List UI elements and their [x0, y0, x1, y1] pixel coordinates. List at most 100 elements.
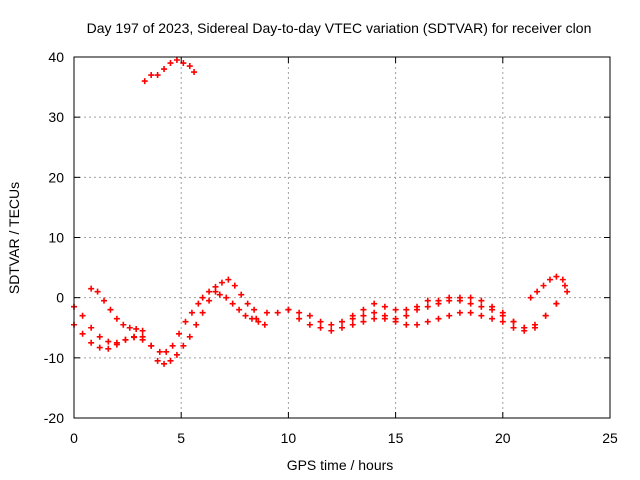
y-tick-label: -20: [44, 410, 64, 426]
data-point: [113, 341, 120, 348]
data-point: [186, 333, 193, 340]
data-point: [499, 318, 506, 325]
data-point: [141, 78, 148, 85]
y-tick-label: 10: [48, 230, 64, 246]
data-point: [435, 297, 442, 304]
chart-title: Day 197 of 2023, Sidereal Day-to-day VTE…: [87, 20, 592, 36]
data-point: [467, 309, 474, 316]
data-point: [339, 324, 345, 331]
data-point: [328, 321, 335, 328]
data-point: [88, 339, 95, 346]
data-point: [446, 294, 453, 301]
data-point: [148, 342, 155, 349]
data-point: [403, 306, 410, 313]
data-point: [122, 336, 129, 343]
x-tick-label: 15: [388, 430, 404, 446]
series-track-i: [216, 291, 268, 328]
data-point: [306, 312, 313, 319]
data-point: [139, 327, 146, 334]
data-point: [216, 291, 223, 298]
data-point: [161, 360, 168, 367]
data-point: [96, 344, 103, 351]
data-point: [223, 294, 230, 301]
data-point: [242, 312, 249, 319]
data-point: [531, 324, 538, 331]
data-point: [446, 312, 453, 319]
data-point: [527, 294, 534, 301]
data-point: [553, 273, 560, 280]
data-point: [255, 318, 262, 325]
series-track-h: [527, 273, 566, 301]
data-point: [317, 324, 324, 331]
data-point: [238, 291, 245, 298]
data-point: [478, 303, 485, 310]
x-axis-label: GPS time / hours: [287, 457, 394, 473]
data-point: [199, 309, 206, 316]
data-point: [489, 303, 496, 310]
data-point: [521, 324, 528, 331]
data-point: [467, 300, 474, 307]
x-tick-label: 5: [177, 430, 185, 446]
x-tick-labels: 0 5 10 15 20 25: [70, 430, 618, 446]
data-point: [79, 330, 86, 337]
data-point: [79, 312, 86, 319]
data-point: [163, 348, 170, 355]
data-point: [180, 60, 187, 67]
data-point: [414, 321, 421, 328]
data-point: [261, 321, 268, 328]
data-point: [424, 303, 431, 310]
series-track-e: [253, 288, 571, 331]
data-point: [206, 288, 213, 295]
data-point: [381, 315, 388, 322]
data-point: [392, 306, 399, 313]
data-point: [120, 321, 127, 328]
data-point: [244, 300, 251, 307]
y-tick-labels: -20 -10 0 10 20 30 40: [44, 49, 64, 426]
data-point: [107, 306, 114, 313]
data-point: [403, 321, 410, 328]
data-point: [182, 318, 189, 325]
data-point: [96, 333, 103, 340]
data-point: [381, 303, 388, 310]
data-point: [478, 297, 485, 304]
data-point: [456, 294, 463, 301]
y-tick-label: -10: [44, 350, 64, 366]
data-point: [126, 324, 133, 331]
data-point: [414, 303, 421, 310]
data-point: [212, 288, 219, 295]
data-point: [403, 312, 410, 319]
data-point: [349, 312, 356, 319]
data-point: [559, 276, 566, 283]
data-point: [167, 357, 174, 364]
data-point: [231, 282, 238, 289]
data-point: [236, 306, 243, 313]
data-point: [467, 294, 474, 301]
data-point: [339, 318, 345, 325]
series-track-c: [88, 285, 146, 334]
data-point: [131, 333, 138, 340]
data-point: [489, 315, 496, 322]
data-point: [424, 297, 431, 304]
data-point: [105, 345, 112, 352]
data-point: [360, 318, 367, 325]
data-point: [169, 342, 176, 349]
data-point: [424, 318, 431, 325]
data-point: [317, 318, 324, 325]
data-point: [199, 294, 206, 301]
y-axis-label: SDTVAR / TECUs: [6, 182, 22, 294]
data-point: [542, 312, 549, 319]
data-point: [225, 276, 232, 283]
data-point: [167, 60, 174, 67]
data-point: [191, 69, 198, 76]
series-track-g: [349, 282, 568, 331]
y-tick-label: 0: [56, 290, 64, 306]
data-point: [94, 288, 101, 295]
data-point: [176, 330, 183, 337]
data-point: [173, 351, 180, 358]
data-point: [218, 279, 225, 286]
data-point: [154, 72, 161, 79]
data-point: [248, 315, 255, 322]
series-track-b: [71, 288, 219, 367]
data-point: [251, 306, 258, 313]
